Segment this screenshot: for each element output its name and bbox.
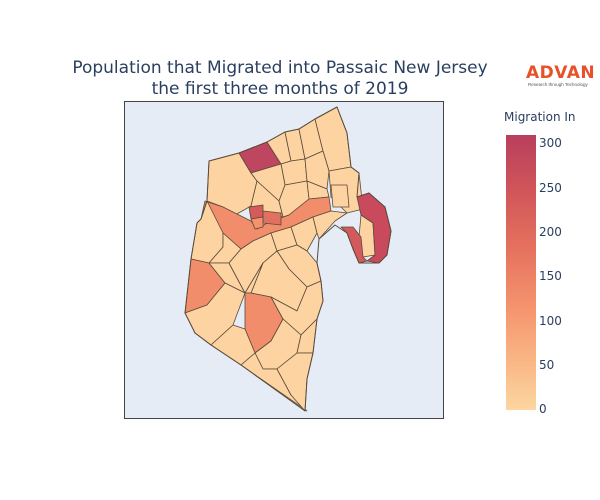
colorbar <box>506 135 536 410</box>
colorbar-tick: 200 <box>539 225 562 239</box>
colorbar-tick: 250 <box>539 181 562 195</box>
tract <box>290 216 318 252</box>
advan-logo: ADVAN Research through Technology <box>526 64 596 92</box>
colorbar-tick: 100 <box>539 314 562 328</box>
tract <box>248 204 264 220</box>
tract <box>312 210 348 240</box>
tract <box>262 210 282 226</box>
tract <box>304 150 330 190</box>
map-panel <box>124 101 444 419</box>
chart-title-line-1: Population that Migrated into Passaic Ne… <box>72 58 488 78</box>
chart-title: Population that Migrated into Passaic Ne… <box>40 58 520 100</box>
chart-title-line-2: the first three months of 2019 <box>151 79 409 99</box>
tract <box>280 158 308 186</box>
colorbar-tick: 0 <box>539 402 547 416</box>
logo-tagline: Research through Technology <box>528 82 588 87</box>
logo-wordmark: ADVAN <box>526 63 596 83</box>
colorbar-tick: 300 <box>539 136 562 150</box>
colorbar-title: Migration In <box>504 110 576 124</box>
tract <box>330 184 350 208</box>
county-boundary <box>184 106 392 412</box>
colorbar-tick: 150 <box>539 269 562 283</box>
tract <box>250 216 264 230</box>
choropleth-map <box>184 106 392 412</box>
colorbar-tick: 50 <box>539 358 555 372</box>
